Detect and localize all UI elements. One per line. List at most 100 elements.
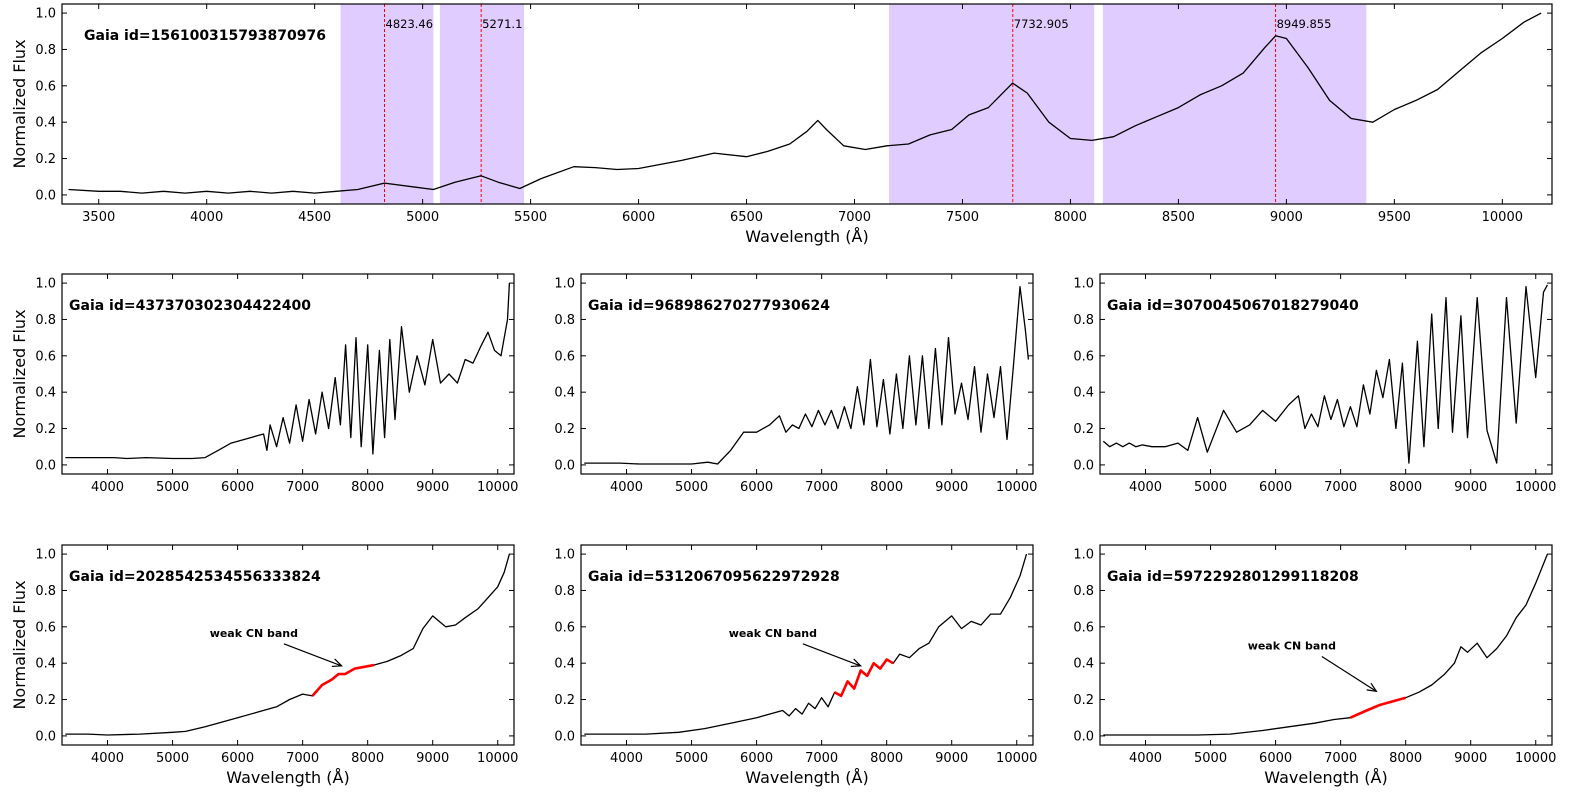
annotation-label: weak CN band [210,627,298,640]
x-tick-label: 5000 [1194,480,1227,495]
x-tick-label: 4000 [1129,480,1162,495]
x-tick-label: 8000 [1389,480,1422,495]
y-tick-label: 1.0 [1073,548,1094,563]
x-tick-label: 10000 [1515,751,1556,766]
y-tick-label: 0.6 [35,620,56,635]
shaded-region [439,4,525,204]
y-axis-label: Normalized Flux [10,39,29,168]
x-tick-label: 7000 [286,480,319,495]
x-tick-label: 5000 [675,480,708,495]
x-tick-label: 4000 [1129,751,1162,766]
y-tick-label: 0.4 [1073,657,1094,672]
x-tick-label: 8000 [351,751,384,766]
x-tick-label: 6000 [221,751,254,766]
panel-2: 4000 5000 6000 7000 8000 9000 10000 0.0 0.2 0.4 0.… [10,273,518,495]
x-tick-label: 4000 [91,480,124,495]
x-tick-label: 8000 [351,480,384,495]
y-tick-label: 0.8 [1073,584,1094,599]
x-tick-label: 6000 [740,751,773,766]
y-tick-label: 0.8 [1073,313,1094,328]
y-tick-label: 0.6 [35,349,56,364]
x-tick-label: 6000 [740,480,773,495]
x-tick-label: 6000 [221,480,254,495]
x-tick-label: 10000 [996,480,1037,495]
panel-title: Gaia id=202854253455633382​4 [69,569,321,585]
y-tick-label: 0.4 [35,657,56,672]
panel-title: Gaia id=5972292801299118208 [1107,569,1359,585]
y-tick-label: 0.6 [1073,620,1094,635]
y-tick-label: 0.0 [554,458,575,473]
axes-frame [580,544,1034,746]
x-tick-label: 9500 [1378,210,1411,225]
x-tick-label: 9000 [935,751,968,766]
x-tick-label: 4000 [91,751,124,766]
y-tick-label: 0.8 [554,584,575,599]
y-tick-label: 0.2 [1073,422,1094,437]
axes-frame [580,273,1034,475]
panel-1: 4823.46 5271.1 7732.905 8949.855 3500 4000 450… [10,3,1553,246]
y-tick-label: 0.6 [1073,349,1094,364]
panel-7: 4000 5000 6000 7000 8000 9000 10000 0.0 0.2 0.4 0.… [1073,544,1556,787]
x-tick-label: 9000 [935,480,968,495]
x-tick-label: 9000 [1454,480,1487,495]
line-marker-label: 5271.1 [482,17,522,31]
y-axis-label: Normalized Flux [10,309,29,438]
y-tick-label: 0.2 [554,422,575,437]
panel-4: 4000 5000 6000 7000 8000 9000 10000 0.0 0.2 0.4 0.… [1073,273,1556,495]
x-tick-label: 5000 [156,480,189,495]
y-tick-label: 1.0 [554,277,575,292]
y-tick-label: 0.6 [35,79,56,94]
x-tick-label: 7000 [1324,751,1357,766]
shaded-region [1102,4,1367,204]
spectrum-line [65,283,511,460]
x-tick-label: 4000 [610,480,643,495]
x-tick-label: 9000 [416,480,449,495]
panel-title: Gaia id=437370302304422400 [69,298,311,314]
x-tick-label: 7000 [1324,480,1357,495]
panel-title: Gaia id=156100315793870976 [84,28,326,44]
x-tick-label: 10000 [477,480,518,495]
annotation-arrow [1321,656,1377,692]
y-tick-label: 0.0 [35,188,56,203]
cn-band-highlight [1349,696,1407,719]
y-tick-label: 0.2 [35,422,56,437]
annotation-arrowhead [1366,682,1378,693]
x-tick-label: 8000 [870,480,903,495]
x-tick-label: 6500 [730,210,763,225]
y-tick-label: 0.2 [35,693,56,708]
spectrum-line [584,286,1030,465]
x-tick-label: 8000 [1054,210,1087,225]
y-tick-label: 1.0 [1073,277,1094,292]
x-tick-label: 7000 [286,751,319,766]
spectrum-line [68,12,1542,194]
x-tick-label: 3500 [82,210,115,225]
x-tick-label: 8000 [1389,751,1422,766]
x-tick-label: 10000 [996,751,1037,766]
line-marker-label: 7732.905 [1014,17,1069,31]
x-tick-label: 10000 [477,751,518,766]
annotation-arrowhead [331,658,344,668]
cn-band-highlight [833,658,894,698]
annotation-arrowhead [850,658,863,668]
x-tick-label: 10000 [1482,210,1523,225]
x-tick-label: 8500 [1162,210,1195,225]
x-tick-label: 7000 [838,210,871,225]
annotation-label: weak CN band [729,627,817,640]
x-axis-label: Wavelength (Å) [745,768,868,787]
y-tick-label: 0.4 [554,657,575,672]
x-tick-label: 4000 [190,210,223,225]
axes-frame [61,544,515,746]
y-tick-label: 0.2 [35,152,56,167]
y-tick-label: 0.4 [35,386,56,401]
x-tick-label: 5500 [514,210,547,225]
x-tick-label: 5000 [675,751,708,766]
x-tick-label: 5000 [156,751,189,766]
y-tick-label: 0.8 [35,313,56,328]
y-tick-label: 0.2 [1073,693,1094,708]
y-tick-label: 0.0 [1073,458,1094,473]
panel-5: 4000 5000 6000 7000 8000 9000 10000 0.0 0.2 0.4 0.… [10,544,518,787]
x-tick-label: 5000 [1194,751,1227,766]
y-tick-label: 0.8 [35,584,56,599]
axes-frame [61,273,515,475]
annotation-arrow [802,643,861,667]
